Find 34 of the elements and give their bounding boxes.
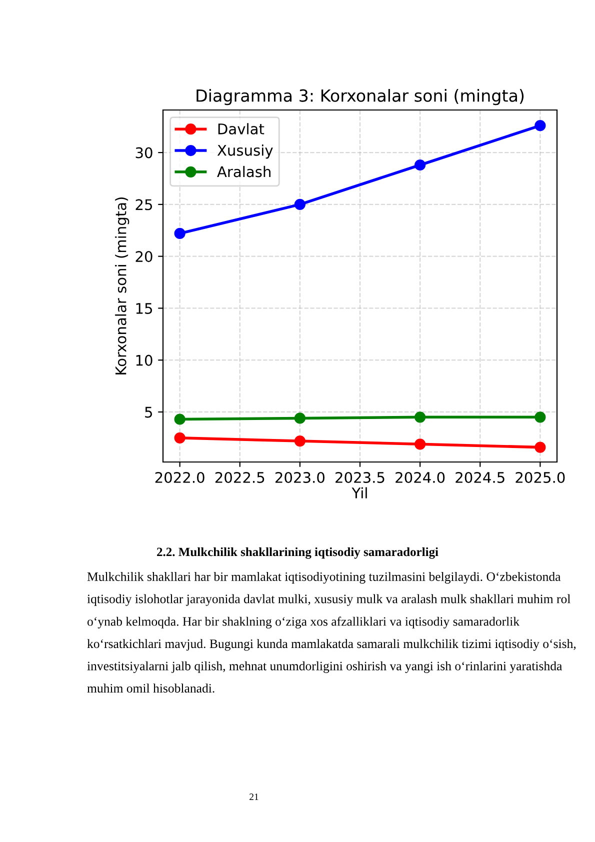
point: [174, 228, 186, 240]
x-tick-label: 2023.0: [275, 472, 324, 484]
y-tick-label: 15: [136, 303, 152, 314]
point: [174, 432, 186, 444]
legend-label: Xususiy: [217, 144, 273, 159]
point: [534, 120, 546, 132]
text: 21: [250, 794, 258, 800]
point: [414, 159, 426, 171]
x-tick-label: 2022.0: [155, 472, 204, 484]
x-tick-label: 2025.0: [516, 472, 565, 484]
x-tick-label: 2024.0: [396, 472, 445, 484]
point: [174, 414, 186, 425]
y-axis-title: Korxonalar soni (mingta): [115, 198, 130, 374]
point: [414, 412, 426, 423]
text: 2.2. Mulkchilik shakllarining iqtisodiy samaradorligi: [157, 547, 438, 559]
legend-label: Davlat: [218, 123, 264, 134]
point: [534, 412, 546, 423]
x-tick-label: 2024.5: [456, 472, 504, 484]
point: [414, 438, 426, 450]
legend-label: Aralash: [217, 166, 270, 178]
point: [294, 198, 306, 210]
y-tick-label: 20: [136, 251, 152, 262]
point: [294, 435, 306, 447]
chart-title: Diagramma 3: Korxonalar soni (mingta): [196, 89, 524, 106]
point: [294, 412, 306, 424]
x-tick-label: 2023.5: [336, 472, 384, 484]
x-axis-title: Yil: [352, 487, 367, 498]
y-tick-label: 5: [145, 406, 152, 418]
y-tick-label: 30: [136, 147, 152, 158]
y-tick-label: 10: [136, 354, 152, 366]
y-tick-label: 25: [136, 199, 152, 210]
text: Mulkchilik shakllari har bir mamlakat iqtisodiyotining tuzilmasini belgilaydi. O‘zbekistonda iqtisodiy islohotlar jarayonida davlat mulki, xususiy mulk va aralash mulk shakllari muhim rol o‘ynab kelmoqda. Har bir shaklning o‘ziga xos afzalliklari va iqtisodiy samaradorlik ko‘rsatkichlari mavjud. Bugungi kunda mamlakatda samarali mulkchilik tizimi iqtisodiy o‘sish, investitsiyalarni jalb qilish, mehnat unumdorligini oshirish va yangi ish o‘rinlarini yaratishda muhim omil hisoblanadi.: [87, 572, 576, 693]
x-tick-label: 2022.5: [215, 472, 264, 484]
point: [534, 442, 546, 453]
